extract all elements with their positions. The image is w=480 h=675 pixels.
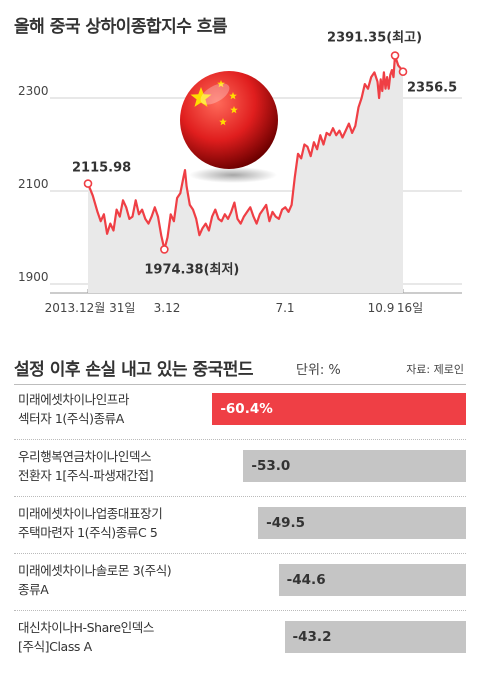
- fund-loss-bar: [243, 450, 466, 482]
- fund-name-line: [주식]Class A: [18, 639, 92, 654]
- y-tick-label: 2100: [18, 177, 49, 191]
- y-tick-label: 2300: [18, 84, 49, 98]
- x-tick-label: 16일: [397, 301, 423, 315]
- fund-name-line: 종류A: [18, 582, 49, 597]
- fund-loss-bar: [258, 507, 466, 539]
- fund-name-line: 대신차이나H-Share인덱스: [18, 620, 154, 635]
- data-point-marker: [390, 51, 400, 60]
- index-line: [86, 54, 404, 251]
- x-tick-label: 2013.12월 31일: [45, 301, 136, 315]
- unit-label: 단위: %: [296, 363, 341, 378]
- index-line-chart: 2300 2100 1900 2013.12월 31일 3.12 7.1 10.9 16일 21…: [18, 31, 462, 315]
- data-point-marker: [160, 245, 169, 254]
- fund-loss-value: -60.4%: [220, 401, 273, 417]
- data-point-marker: [398, 67, 408, 77]
- source-label: 자료: 제로인: [406, 363, 464, 376]
- data-label: 1974.38(최저): [144, 262, 239, 277]
- fund-loss-value: -53.0: [251, 458, 291, 474]
- x-tick-label: 3.12: [154, 301, 181, 315]
- x-tick-label: 7.1: [275, 301, 294, 315]
- x-tick-label: 10.9: [368, 301, 395, 315]
- fund-loss-bar: [212, 393, 466, 425]
- fund-loss-value: -44.6: [286, 572, 326, 588]
- fund-name-line: 미래에셋차이나업종대표장기: [18, 506, 163, 521]
- fund-name-line: 미래에셋차이나인프라: [18, 392, 130, 407]
- chart-title: 올해 중국 상하이종합지수 흐름: [14, 17, 228, 37]
- fund-name: 대신차이나H-Share인덱스 [주식]Class A: [18, 618, 154, 656]
- row-separator: [14, 553, 466, 555]
- section-divider: [14, 384, 466, 385]
- fund-loss-bar: [278, 564, 466, 596]
- data-label: 2356.5: [407, 81, 457, 96]
- china-flag-ball-icon: [180, 71, 278, 183]
- index-area: [88, 55, 403, 293]
- data-point-marker: [83, 179, 93, 188]
- data-label: 2391.35(최고): [327, 31, 422, 46]
- fund-name-line: 섹터자 1(주식)종류A: [18, 411, 124, 426]
- row-separator: [14, 439, 466, 441]
- y-tick-label: 1900: [18, 270, 49, 284]
- fund-loss-value: -43.2: [292, 629, 332, 645]
- bar-chart-title: 설정 이후 손실 내고 있는 중국펀드: [14, 360, 254, 380]
- fund-row: 미래에셋차이나솔로몬 3(주식) 종류A -44.6: [0, 558, 480, 610]
- fund-name-line: 우리행복연금차이나인덱스: [18, 449, 152, 464]
- data-label: 2115.98: [72, 161, 131, 176]
- fund-loss-value: -49.5: [266, 515, 306, 531]
- fund-name-line: 주택마련자 1(주식)종류C 5: [18, 525, 158, 540]
- row-separator: [14, 496, 466, 498]
- fund-name-line: 미래에셋차이나솔로몬 3(주식): [18, 563, 172, 578]
- fund-row: 대신차이나H-Share인덱스 [주식]Class A -43.2: [0, 615, 480, 667]
- fund-name: 미래에셋차이나솔로몬 3(주식) 종류A: [18, 561, 172, 599]
- fund-name-line: 전환자 1[주식-파생재간접]: [18, 468, 154, 483]
- fund-loss-bar: [284, 621, 466, 653]
- row-separator: [14, 610, 466, 612]
